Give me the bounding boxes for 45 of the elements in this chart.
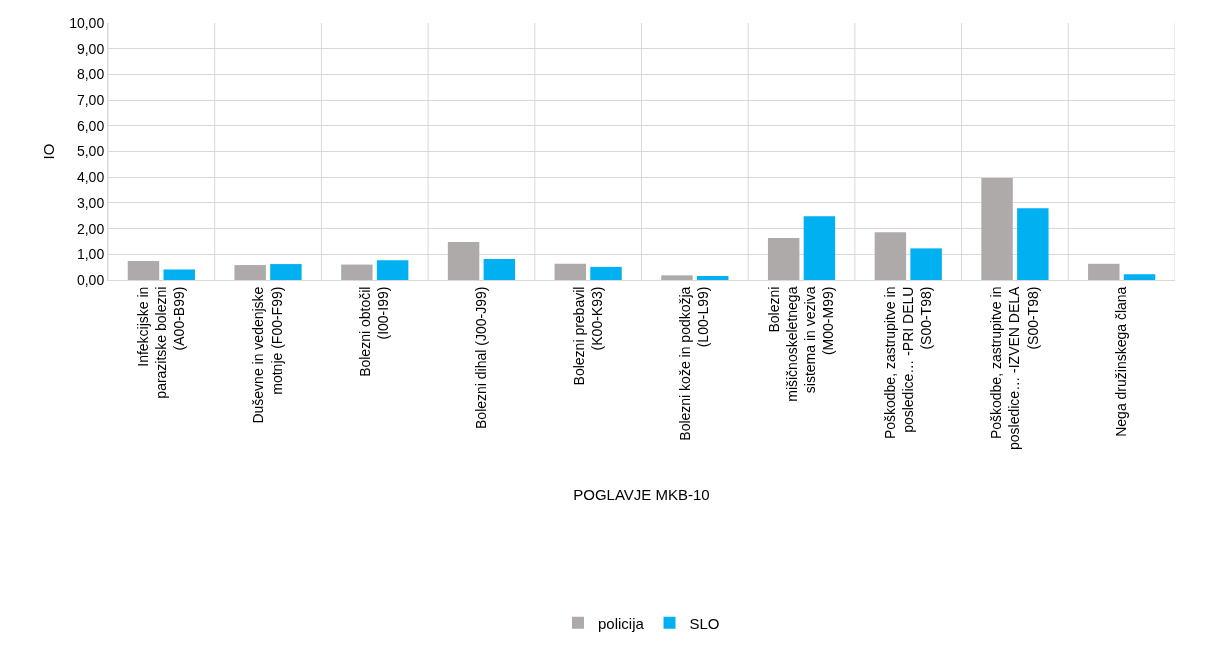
legend-label: SLO (689, 614, 720, 632)
y-axis-title: IO (40, 143, 58, 160)
bar (447, 241, 480, 280)
bar (767, 238, 800, 280)
bar (1017, 208, 1049, 280)
x-tick-label: Nega družinskega člana (1113, 286, 1130, 437)
y-tick-label: 0,00 (76, 271, 105, 288)
y-tick-label: 2,00 (76, 220, 105, 237)
x-tick-label: Bolezni dihal (J00-J99) (473, 286, 489, 430)
x-tick-label: Bolezni prebavil (K00-K93) (570, 286, 605, 386)
bar (910, 248, 942, 280)
y-tick-label: 6,00 (76, 117, 105, 134)
bar (270, 264, 302, 280)
y-tick-label: 9,00 (76, 40, 105, 57)
legend-label: policija (598, 614, 645, 632)
x-tick-label: Poškodbe, zastrupitve in posledice… -IZVEN DELA (S00-T98) (988, 285, 1041, 451)
bar (590, 266, 622, 280)
bar (127, 260, 160, 280)
x-tick-label: Poškodbe, zastrupitve in posledice… -PRI DELU (S00-T98) (881, 286, 934, 440)
y-tick-label: 7,00 (76, 92, 105, 108)
y-tick-label: 10,00 (69, 14, 105, 31)
y-tick-label: 8,00 (76, 66, 105, 83)
y-tick-label: 1,00 (76, 246, 105, 263)
x-tick-label: Infekcijske in parazitske bolezni (A00-B99) (134, 286, 188, 399)
x-tick-label: Bolezni obtočil (I00-I99) (357, 286, 392, 377)
bar (803, 216, 836, 280)
bar (981, 177, 1013, 280)
x-tick-label: Bolezni kože in podkožja (L00-L99) (677, 286, 712, 441)
bar (1088, 263, 1120, 280)
bar (874, 232, 907, 280)
x-axis-title: POGLAVJE MKB-10 (573, 486, 710, 504)
bar (554, 263, 587, 280)
bar (341, 264, 373, 280)
y-tick-label: 3,00 (76, 194, 105, 211)
bar (696, 275, 729, 280)
y-tick-label: 4,00 (76, 169, 105, 186)
x-tick-label: Bolezni mišičnoskeletnega sistema in veziva (M00-M99) (765, 286, 837, 402)
bar (483, 258, 516, 280)
y-tick-label: 5,00 (76, 143, 105, 160)
bar (661, 275, 693, 280)
bar (1123, 274, 1156, 280)
bar (163, 269, 195, 280)
x-tick-label: Duševne in vedenjske motnje (F00-F99) (250, 286, 285, 424)
bar (234, 265, 266, 280)
bar (376, 260, 409, 280)
